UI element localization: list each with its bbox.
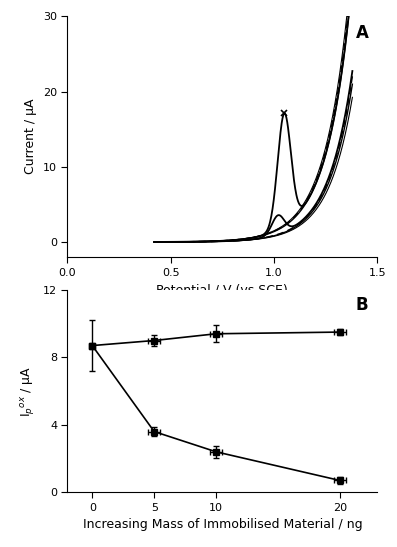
X-axis label: Potential / V (vs SCE): Potential / V (vs SCE) (156, 283, 288, 296)
Text: A: A (355, 24, 368, 42)
Y-axis label: I$_p$$^{ox}$ / μA: I$_p$$^{ox}$ / μA (19, 365, 37, 417)
X-axis label: Increasing Mass of Immobilised Material / ng: Increasing Mass of Immobilised Material … (83, 518, 362, 531)
Text: B: B (355, 296, 368, 314)
Y-axis label: Current / μA: Current / μA (24, 99, 37, 174)
